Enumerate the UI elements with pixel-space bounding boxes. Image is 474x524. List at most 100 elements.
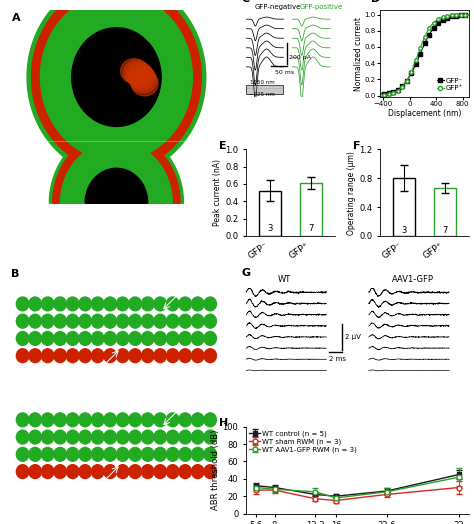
Text: 200 pA: 200 pA — [289, 55, 311, 60]
Polygon shape — [128, 65, 155, 90]
Legend: GFP⁻, GFP⁺: GFP⁻, GFP⁺ — [434, 75, 466, 94]
Circle shape — [54, 413, 66, 427]
Circle shape — [141, 349, 154, 363]
Circle shape — [54, 447, 66, 461]
Circle shape — [29, 430, 41, 444]
Circle shape — [91, 413, 104, 427]
Polygon shape — [40, 0, 192, 161]
Circle shape — [54, 465, 66, 478]
Circle shape — [204, 297, 217, 311]
Text: Apex: Apex — [20, 277, 42, 286]
Circle shape — [129, 413, 141, 427]
Text: Base: Base — [20, 395, 41, 404]
Circle shape — [54, 297, 66, 311]
Text: H: H — [219, 418, 228, 428]
Circle shape — [204, 430, 217, 444]
Circle shape — [166, 297, 179, 311]
Circle shape — [41, 447, 54, 461]
Circle shape — [129, 447, 141, 461]
Circle shape — [54, 332, 66, 345]
Text: 7: 7 — [308, 224, 314, 233]
Circle shape — [104, 314, 117, 328]
Circle shape — [29, 447, 41, 461]
Circle shape — [154, 447, 166, 461]
Text: IHC: IHC — [63, 372, 74, 376]
Circle shape — [29, 349, 41, 363]
Circle shape — [91, 332, 104, 345]
Circle shape — [104, 465, 117, 478]
Circle shape — [166, 430, 179, 444]
Polygon shape — [61, 141, 172, 203]
Circle shape — [191, 413, 204, 427]
Circle shape — [16, 349, 29, 363]
Circle shape — [191, 447, 204, 461]
Y-axis label: Normalized current: Normalized current — [354, 17, 363, 91]
Circle shape — [66, 314, 79, 328]
Y-axis label: Operating range (μm): Operating range (μm) — [347, 151, 356, 235]
Circle shape — [129, 465, 141, 478]
Circle shape — [16, 297, 29, 311]
Circle shape — [91, 297, 104, 311]
Circle shape — [29, 465, 41, 478]
Circle shape — [166, 314, 179, 328]
Circle shape — [104, 297, 117, 311]
Circle shape — [66, 332, 79, 345]
Circle shape — [204, 447, 217, 461]
Circle shape — [179, 349, 191, 363]
Circle shape — [166, 413, 179, 427]
Circle shape — [117, 349, 129, 363]
Text: OHC: OHC — [183, 282, 198, 288]
Circle shape — [141, 430, 154, 444]
Circle shape — [117, 314, 129, 328]
Circle shape — [104, 332, 117, 345]
Circle shape — [191, 314, 204, 328]
Circle shape — [204, 349, 217, 363]
Circle shape — [16, 447, 29, 461]
Circle shape — [41, 430, 54, 444]
Circle shape — [154, 413, 166, 427]
Circle shape — [29, 314, 41, 328]
Polygon shape — [121, 59, 147, 83]
Circle shape — [54, 349, 66, 363]
Circle shape — [204, 413, 217, 427]
Polygon shape — [49, 129, 183, 203]
Text: G: G — [241, 268, 251, 278]
Text: GFP-negative: GFP-negative — [255, 4, 301, 9]
Circle shape — [91, 447, 104, 461]
Bar — [393, 178, 415, 236]
Circle shape — [79, 430, 91, 444]
Text: A: A — [11, 13, 20, 23]
Circle shape — [66, 465, 79, 478]
Circle shape — [129, 430, 141, 444]
Text: 50 ms: 50 ms — [274, 70, 294, 75]
Circle shape — [141, 297, 154, 311]
Text: OHC: OHC — [183, 401, 198, 406]
Bar — [246, 85, 283, 94]
Bar — [434, 188, 456, 236]
Circle shape — [79, 314, 91, 328]
Circle shape — [117, 413, 129, 427]
Circle shape — [79, 332, 91, 345]
Polygon shape — [130, 68, 157, 93]
Text: 1050 nm: 1050 nm — [250, 80, 274, 85]
Circle shape — [117, 465, 129, 478]
Circle shape — [91, 349, 104, 363]
Circle shape — [129, 349, 141, 363]
Y-axis label: ABR threshold (dB): ABR threshold (dB) — [211, 430, 220, 510]
Circle shape — [154, 430, 166, 444]
Text: B: B — [11, 269, 20, 279]
Circle shape — [117, 430, 129, 444]
Text: D: D — [371, 0, 380, 4]
Circle shape — [54, 314, 66, 328]
Circle shape — [16, 465, 29, 478]
Circle shape — [166, 349, 179, 363]
Circle shape — [117, 332, 129, 345]
Text: Base: Base — [20, 146, 41, 155]
Polygon shape — [53, 133, 180, 203]
Circle shape — [66, 430, 79, 444]
Circle shape — [104, 430, 117, 444]
Circle shape — [104, 349, 117, 363]
Text: IHC: IHC — [63, 487, 74, 493]
Circle shape — [41, 332, 54, 345]
Text: F: F — [353, 140, 361, 150]
